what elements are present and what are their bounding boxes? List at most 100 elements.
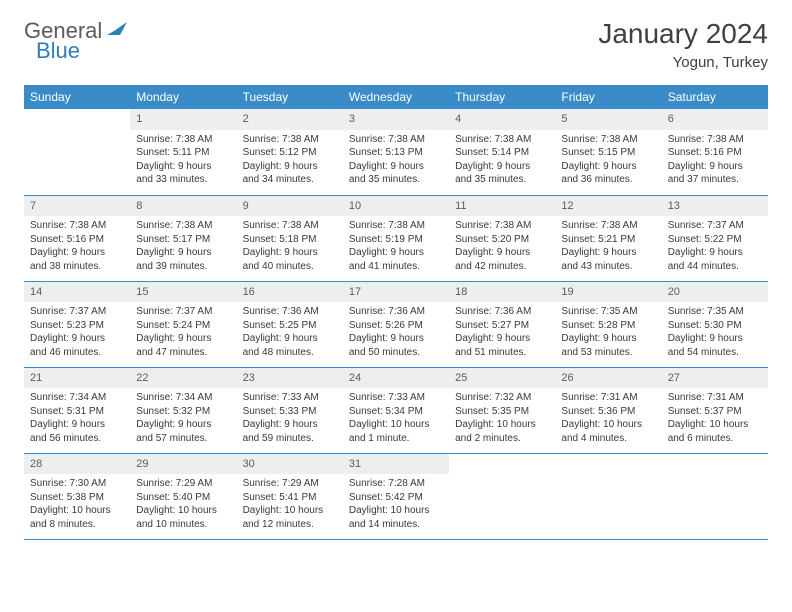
daylight-line-1: Daylight: 9 hours [243,160,337,174]
day-number: 9 [237,196,343,217]
day-number: 5 [555,109,661,130]
sunset-line: Sunset: 5:28 PM [561,319,655,333]
daylight-line-1: Daylight: 9 hours [30,332,124,346]
sunset-line: Sunset: 5:13 PM [349,146,443,160]
daylight-line-1: Daylight: 9 hours [349,246,443,260]
day-number: 26 [555,368,661,389]
day-content: Sunrise: 7:38 AMSunset: 5:15 PMDaylight:… [555,130,661,191]
sunset-line: Sunset: 5:30 PM [668,319,762,333]
sunrise-line: Sunrise: 7:36 AM [349,305,443,319]
sunset-line: Sunset: 5:21 PM [561,233,655,247]
daylight-line-2: and 35 minutes. [455,173,549,187]
day-content: Sunrise: 7:38 AMSunset: 5:13 PMDaylight:… [343,130,449,191]
sunset-line: Sunset: 5:41 PM [243,491,337,505]
weekday-header: Monday [130,85,236,109]
title-block: January 2024 Yogun, Turkey [598,18,768,71]
sunrise-line: Sunrise: 7:29 AM [243,477,337,491]
daylight-line-1: Daylight: 10 hours [136,504,230,518]
daylight-line-2: and 48 minutes. [243,346,337,360]
sunrise-line: Sunrise: 7:33 AM [349,391,443,405]
day-content: Sunrise: 7:38 AMSunset: 5:12 PMDaylight:… [237,130,343,191]
day-content: Sunrise: 7:30 AMSunset: 5:38 PMDaylight:… [24,474,130,535]
logo-text-blue: Blue [36,38,80,63]
daylight-line-2: and 46 minutes. [30,346,124,360]
calendar-cell: 19Sunrise: 7:35 AMSunset: 5:28 PMDayligh… [555,281,661,367]
sunrise-line: Sunrise: 7:36 AM [455,305,549,319]
day-content: Sunrise: 7:31 AMSunset: 5:36 PMDaylight:… [555,388,661,449]
daylight-line-2: and 10 minutes. [136,518,230,532]
calendar-row: 14Sunrise: 7:37 AMSunset: 5:23 PMDayligh… [24,281,768,367]
sunset-line: Sunset: 5:34 PM [349,405,443,419]
calendar-row: 7Sunrise: 7:38 AMSunset: 5:16 PMDaylight… [24,195,768,281]
day-content: Sunrise: 7:38 AMSunset: 5:14 PMDaylight:… [449,130,555,191]
sunset-line: Sunset: 5:14 PM [455,146,549,160]
calendar-cell: 10Sunrise: 7:38 AMSunset: 5:19 PMDayligh… [343,195,449,281]
weekday-header: Wednesday [343,85,449,109]
day-number: 31 [343,454,449,475]
day-content: Sunrise: 7:34 AMSunset: 5:31 PMDaylight:… [24,388,130,449]
day-content: Sunrise: 7:36 AMSunset: 5:26 PMDaylight:… [343,302,449,363]
daylight-line-2: and 42 minutes. [455,260,549,274]
day-number: 3 [343,109,449,130]
sunrise-line: Sunrise: 7:31 AM [668,391,762,405]
sunset-line: Sunset: 5:25 PM [243,319,337,333]
sunrise-line: Sunrise: 7:38 AM [136,219,230,233]
calendar-cell: . [555,453,661,539]
logo-blue-wrap: Blue [36,38,80,64]
daylight-line-1: Daylight: 9 hours [561,160,655,174]
day-number: 27 [662,368,768,389]
sunset-line: Sunset: 5:33 PM [243,405,337,419]
calendar-row: 21Sunrise: 7:34 AMSunset: 5:31 PMDayligh… [24,367,768,453]
day-content: Sunrise: 7:37 AMSunset: 5:23 PMDaylight:… [24,302,130,363]
sunrise-line: Sunrise: 7:35 AM [561,305,655,319]
calendar-cell: . [662,453,768,539]
day-number: 14 [24,282,130,303]
day-number: 21 [24,368,130,389]
day-content: Sunrise: 7:35 AMSunset: 5:30 PMDaylight:… [662,302,768,363]
sunset-line: Sunset: 5:12 PM [243,146,337,160]
calendar-cell: 11Sunrise: 7:38 AMSunset: 5:20 PMDayligh… [449,195,555,281]
day-content: Sunrise: 7:31 AMSunset: 5:37 PMDaylight:… [662,388,768,449]
daylight-line-1: Daylight: 9 hours [561,246,655,260]
sunrise-line: Sunrise: 7:38 AM [561,133,655,147]
daylight-line-2: and 12 minutes. [243,518,337,532]
day-number: 1 [130,109,236,130]
sunset-line: Sunset: 5:16 PM [30,233,124,247]
daylight-line-2: and 36 minutes. [561,173,655,187]
calendar-cell: 29Sunrise: 7:29 AMSunset: 5:40 PMDayligh… [130,453,236,539]
weekday-header: Tuesday [237,85,343,109]
header: General Blue January 2024 Yogun, Turkey [24,18,768,71]
calendar-cell: 14Sunrise: 7:37 AMSunset: 5:23 PMDayligh… [24,281,130,367]
sunrise-line: Sunrise: 7:38 AM [455,219,549,233]
daylight-line-2: and 41 minutes. [349,260,443,274]
calendar-cell: 7Sunrise: 7:38 AMSunset: 5:16 PMDaylight… [24,195,130,281]
sunrise-line: Sunrise: 7:33 AM [243,391,337,405]
daylight-line-1: Daylight: 9 hours [136,418,230,432]
day-content: Sunrise: 7:37 AMSunset: 5:22 PMDaylight:… [662,216,768,277]
day-content: Sunrise: 7:36 AMSunset: 5:27 PMDaylight:… [449,302,555,363]
calendar-cell: 26Sunrise: 7:31 AMSunset: 5:36 PMDayligh… [555,367,661,453]
calendar-cell: 8Sunrise: 7:38 AMSunset: 5:17 PMDaylight… [130,195,236,281]
daylight-line-2: and 59 minutes. [243,432,337,446]
calendar-cell: 20Sunrise: 7:35 AMSunset: 5:30 PMDayligh… [662,281,768,367]
daylight-line-1: Daylight: 9 hours [136,160,230,174]
weekday-header: Saturday [662,85,768,109]
sunrise-line: Sunrise: 7:35 AM [668,305,762,319]
day-number: 10 [343,196,449,217]
daylight-line-1: Daylight: 9 hours [455,160,549,174]
calendar-cell: 6Sunrise: 7:38 AMSunset: 5:16 PMDaylight… [662,109,768,195]
sunrise-line: Sunrise: 7:37 AM [668,219,762,233]
sunrise-line: Sunrise: 7:32 AM [455,391,549,405]
calendar-cell: 30Sunrise: 7:29 AMSunset: 5:41 PMDayligh… [237,453,343,539]
daylight-line-2: and 6 minutes. [668,432,762,446]
daylight-line-1: Daylight: 9 hours [455,332,549,346]
calendar-cell: 31Sunrise: 7:28 AMSunset: 5:42 PMDayligh… [343,453,449,539]
weekday-header: Friday [555,85,661,109]
daylight-line-2: and 39 minutes. [136,260,230,274]
daylight-line-1: Daylight: 10 hours [455,418,549,432]
page-title: January 2024 [598,18,768,50]
sunrise-line: Sunrise: 7:30 AM [30,477,124,491]
daylight-line-1: Daylight: 10 hours [349,418,443,432]
calendar-cell: 18Sunrise: 7:36 AMSunset: 5:27 PMDayligh… [449,281,555,367]
sunrise-line: Sunrise: 7:38 AM [561,219,655,233]
